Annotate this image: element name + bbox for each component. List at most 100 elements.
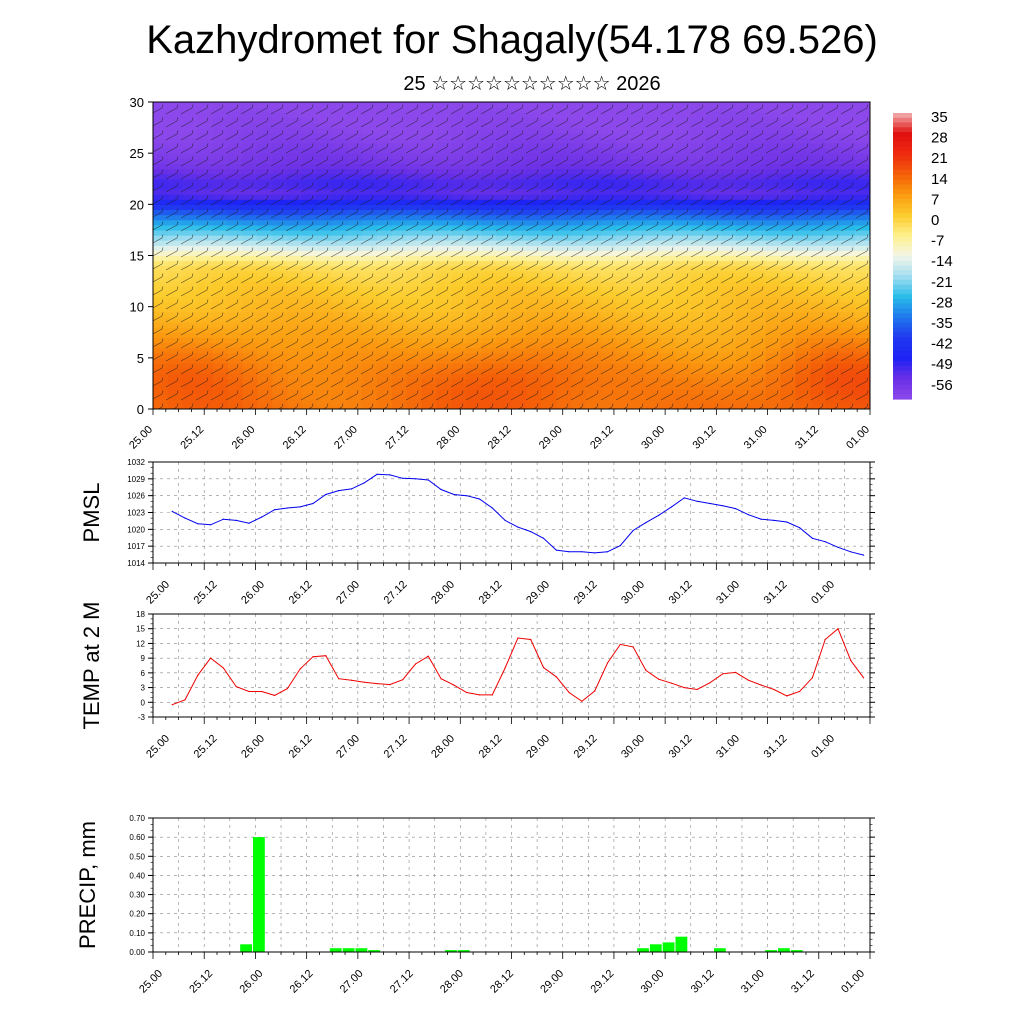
precip-bar (765, 950, 777, 952)
temp-data-point (440, 678, 442, 680)
colorbar-band (893, 141, 912, 147)
colorbar-band (893, 232, 912, 238)
temp-data-point (338, 678, 340, 680)
temp-x-tick-label: 01.00 (809, 733, 837, 761)
temp-data-point (824, 638, 826, 641)
colorbar-band (893, 174, 912, 181)
temp-data-point (773, 688, 775, 691)
pmsl-data-point (747, 514, 750, 516)
pmsl-y-tick-label: 1029 (127, 475, 145, 484)
pmsl-x-tick-label: 28.12 (477, 579, 505, 607)
pmsl-data-point (376, 473, 378, 475)
temp-x-tick-label: 29.12 (572, 733, 600, 761)
pmsl-x-tick-label: 30.12 (667, 579, 695, 607)
pmsl-data-point (837, 546, 839, 548)
pmsl-data-point (363, 482, 365, 484)
colorbar-band (893, 327, 912, 333)
pmsl-data-point (619, 545, 621, 547)
colorbar-band (893, 375, 912, 381)
precip-bar (329, 948, 342, 952)
colorbar-band (893, 179, 912, 186)
pmsl-data-point (786, 521, 788, 523)
pmsl-data-point (670, 506, 673, 508)
temp-x-tick-label: 25.00 (144, 733, 172, 761)
temp-y-tick-label: 15 (136, 625, 145, 634)
precip-bar (457, 950, 470, 952)
colorbar-band (893, 265, 912, 271)
pmsl-x-tick-label: 30.00 (619, 579, 647, 607)
temp-data-point (363, 681, 365, 683)
colorbar-label: 28 (931, 130, 948, 147)
colorbar-band (893, 341, 912, 348)
temp-data-point (478, 694, 481, 696)
temp-series-line (172, 627, 865, 706)
pmsl-data-point (517, 526, 519, 528)
pmsl-series-line (171, 473, 864, 556)
precip-y-tick-label: 0.30 (129, 891, 145, 900)
pmsl-data-point (210, 524, 212, 526)
colorbar-band (893, 370, 912, 376)
heatmap-y-tick-label: 30 (130, 95, 144, 110)
temp-data-point (696, 688, 698, 691)
temp-data-point (709, 682, 711, 684)
temperature-section-panel: 0 5 10 15 20 25 30 25.00 25.12 26.00 26.12 27.00 27… (127, 95, 872, 452)
pmsl-y-tick-label: 1020 (127, 525, 145, 534)
pmsl-data-point (555, 549, 557, 551)
heatmap-x-tick-label: 28.00 (434, 424, 462, 452)
pmsl-x-tick-label: 27.12 (382, 579, 410, 607)
colorbar-label: 21 (931, 150, 948, 167)
precip-x-tick-label: 29.00 (538, 968, 566, 996)
pmsl-data-point (773, 519, 775, 522)
heatmap-x-tick-label: 30.12 (691, 424, 719, 452)
colorbar-band (893, 136, 912, 143)
chart-title: Kazhydromet for Shagaly(54.178 69.526) (146, 18, 878, 62)
precip-bar (368, 950, 381, 952)
pmsl-data-point (594, 552, 596, 554)
temp-x-tick-label: 28.12 (477, 733, 505, 761)
temp-data-point (389, 684, 391, 686)
colorbar-band (893, 236, 912, 243)
colorbar-band (893, 251, 912, 257)
pmsl-x-tick-label: 26.00 (239, 579, 267, 607)
temp-data-point (248, 690, 250, 693)
pmsl-data-point (658, 514, 660, 516)
temp-x-tick-label: 25.12 (192, 733, 220, 761)
colorbar-band (893, 194, 912, 200)
temp-data-point (376, 683, 378, 685)
colorbar-band (893, 222, 912, 228)
pmsl-x-tick-label: 25.00 (144, 579, 172, 607)
colorbar-band (893, 227, 912, 233)
temp-data-point (466, 691, 468, 694)
temp-x-tick-label: 29.00 (524, 733, 552, 761)
temp-frame (152, 613, 871, 718)
pmsl-data-point (248, 522, 250, 524)
colorbar-band (893, 275, 912, 281)
pmsl-y-tick-label: 1023 (127, 509, 145, 518)
precip-bar (240, 944, 252, 952)
colorbar: 35 28 21 14 7 0 -7 -14 -21 -28 -35 -42 -49 -56 (893, 109, 953, 400)
colorbar-label: -42 (931, 336, 953, 353)
temp-x-tick-label: 30.12 (667, 733, 695, 761)
precip-x-tick-label: 27.00 (338, 968, 366, 996)
pmsl-y-tick-label: 1014 (127, 559, 145, 568)
colorbar-band (893, 256, 912, 262)
colorbar-band (893, 289, 912, 295)
temp-data-point (722, 673, 724, 675)
precip-y-tick-label: 0.10 (129, 929, 145, 938)
temp-data-point (504, 667, 506, 669)
pmsl-data-point (197, 523, 199, 525)
temp-data-point (274, 694, 276, 697)
pmsl-data-point (453, 493, 455, 496)
pmsl-data-point (235, 519, 237, 522)
temp-data-point (632, 646, 634, 648)
pmsl-data-point (542, 537, 545, 539)
colorbar-band (893, 160, 912, 167)
precip-frame (152, 817, 871, 953)
pmsl-data-point (171, 510, 173, 512)
colorbar-band (893, 165, 912, 171)
precip-x-tick-label: 25.00 (137, 968, 165, 996)
precip-bar (649, 944, 662, 952)
pmsl-data-point (530, 531, 532, 533)
heatmap-x-tick-label: 01.00 (844, 424, 872, 452)
temp-x-tick-label: 31.12 (762, 733, 790, 761)
